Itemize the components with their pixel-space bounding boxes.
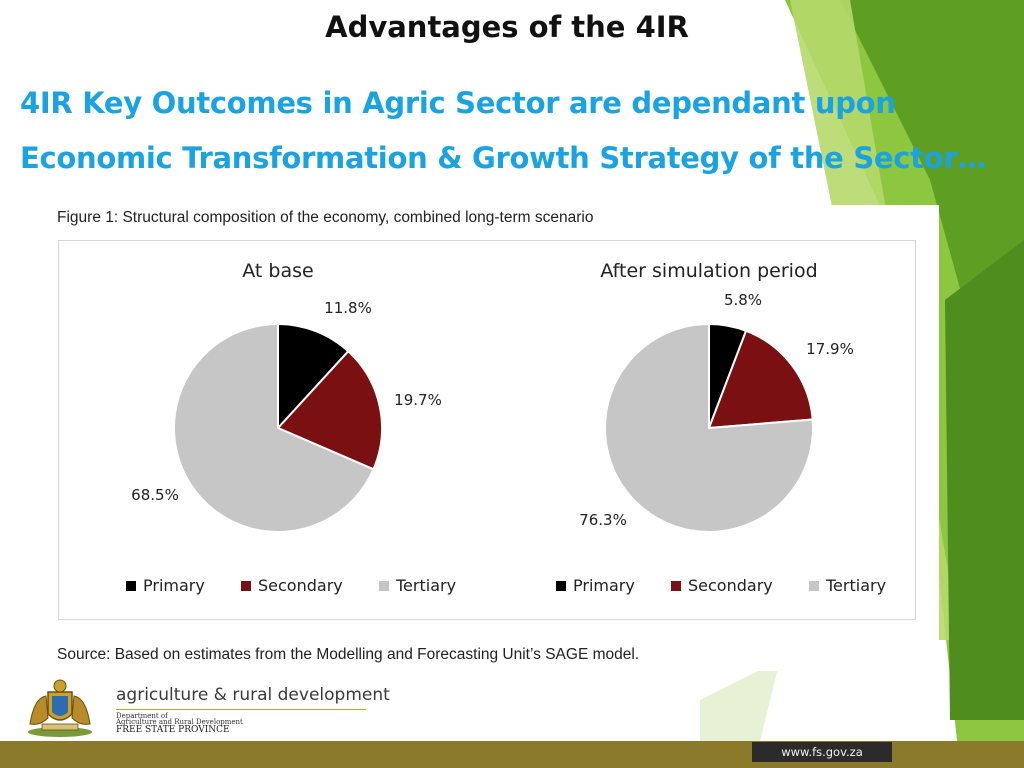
legend-label-secondary: Secondary xyxy=(258,576,343,595)
headline-line-1: 4IR Key Outcomes in Agric Sector are dep… xyxy=(20,86,896,120)
legend-swatch-primary xyxy=(556,581,566,591)
chart-title: After simulation period xyxy=(600,260,817,282)
legend-swatch-secondary xyxy=(671,581,681,591)
footer-url[interactable]: www.fs.gov.za xyxy=(752,742,892,762)
slide-title: Advantages of the 4IR xyxy=(325,10,689,44)
slice-label-primary: 11.8% xyxy=(324,299,372,317)
logo-dept-line-2: Agriculture and Rural Development xyxy=(116,718,243,726)
pie-slice-secondary xyxy=(707,329,814,430)
chart-title: At base xyxy=(242,260,313,282)
logo-dept-line-3: FREE STATE PROVINCE xyxy=(116,725,230,735)
legend-label-primary: Primary xyxy=(573,576,635,595)
logo-name: agriculture & rural development xyxy=(116,685,390,705)
legend-label-tertiary: Tertiary xyxy=(825,576,886,595)
slice-label-secondary: 17.9% xyxy=(806,340,854,358)
legend-label-tertiary: Tertiary xyxy=(395,576,456,595)
legend-swatch-tertiary xyxy=(809,581,819,591)
logo-dept-line-1: Department of xyxy=(116,712,168,720)
pie-slice-tertiary xyxy=(173,322,375,533)
department-logo: agriculture & rural development Departme… xyxy=(18,672,390,740)
logo-divider xyxy=(116,709,366,710)
pie-slice-tertiary xyxy=(604,322,814,533)
legend-swatch-primary xyxy=(126,581,136,591)
figure-panel: Figure 1: Structural composition of the … xyxy=(0,205,939,671)
coat-of-arms-icon xyxy=(28,679,92,737)
slice-label-primary: 5.8% xyxy=(724,291,762,309)
legend-swatch-tertiary xyxy=(379,581,389,591)
figure-caption: Figure 1: Structural composition of the … xyxy=(57,209,594,226)
slice-label-tertiary: 68.5% xyxy=(131,486,179,504)
pie-chart-2: After simulation period 5.8% 17.9% 76.3% Pri… xyxy=(556,260,886,595)
pie-charts: At base 11.8% 19.7% 68.5% Primary Secondary Te… xyxy=(126,260,886,595)
legend-swatch-secondary xyxy=(241,581,251,591)
pie-slice-secondary xyxy=(276,349,383,471)
legend-label-secondary: Secondary xyxy=(688,576,773,595)
slice-label-secondary: 19.7% xyxy=(394,391,442,409)
figure-source: Source: Based on estimates from the Mode… xyxy=(57,646,640,663)
slice-label-tertiary: 76.3% xyxy=(579,511,627,529)
legend-label-primary: Primary xyxy=(143,576,205,595)
pie-chart-1: At base 11.8% 19.7% 68.5% Primary Secondary Te… xyxy=(126,260,456,595)
figure-frame xyxy=(58,240,916,620)
headline-line-2: Economic Transformation & Growth Strateg… xyxy=(20,141,987,175)
pie-slice-primary xyxy=(277,322,350,431)
